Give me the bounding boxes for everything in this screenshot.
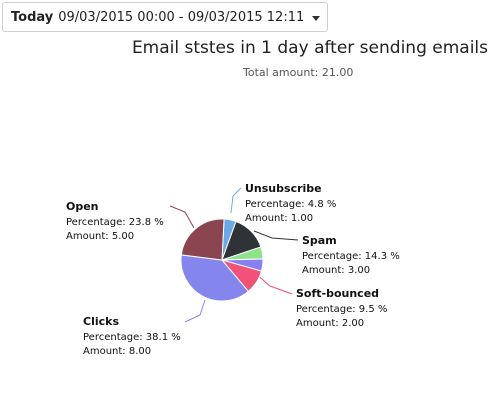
period-label: Today <box>11 9 54 25</box>
open-slice[interactable] <box>180 218 225 261</box>
date-range-dropdown[interactable]: Today 09/03/2015 00:00 - 09/03/2015 12:1… <box>2 2 329 32</box>
unsubscribe-label: Unsubscribe Percentage: 4.8 % Amount: 1.00 <box>245 182 336 224</box>
spam-connector-line <box>253 230 299 241</box>
slice-percentage-text: Percentage: 38.1 % <box>83 332 181 343</box>
chart-subtitle: Total amount: 21.00 <box>243 66 354 79</box>
slice-amount-text: Amount: 8.00 <box>83 346 151 357</box>
slice-amount-text: Amount: 2.00 <box>296 318 364 329</box>
caret-down-icon <box>312 15 321 21</box>
slice-name-text: Soft-bounced <box>296 287 379 300</box>
unsubscribe-connector-line <box>230 187 242 214</box>
clicks-label: Clicks Percentage: 38.1 % Amount: 8.00 <box>83 315 181 357</box>
slice-name-text: Spam <box>302 234 337 247</box>
slice-percentage-text: Percentage: 23.8 % <box>66 217 164 228</box>
open-connector-line <box>169 205 195 229</box>
slice-name-text: Open <box>66 200 99 213</box>
soft-bounced-label: Soft-bounced Percentage: 9.5 % Amount: 2.0… <box>296 287 387 329</box>
open-label: Open Percentage: 23.8 % Amount: 5.00 <box>66 200 164 242</box>
spam-label: Spam Percentage: 14.3 % Amount: 3.00 <box>302 234 400 276</box>
date-range-text: 09/03/2015 00:00 - 09/03/2015 12:11 <box>58 9 305 25</box>
slice-percentage-text: Percentage: 4.8 % <box>245 199 336 210</box>
soft-bounced-connector-line <box>254 272 293 295</box>
slice-amount-text: Amount: 3.00 <box>302 265 370 276</box>
slice-name-text: Clicks <box>83 315 119 328</box>
slice-percentage-text: Percentage: 9.5 % <box>296 304 387 315</box>
clicks-connector-line <box>184 299 206 323</box>
slice-name-text: Unsubscribe <box>245 182 322 195</box>
clicks-slice[interactable] <box>180 254 250 302</box>
chart-title: Email ststes in 1 day after sending emai… <box>131 38 488 58</box>
slice-percentage-text: Percentage: 14.3 % <box>302 251 400 262</box>
slice-amount-text: Amount: 5.00 <box>66 231 134 242</box>
slice-amount-text: Amount: 1.00 <box>245 213 313 224</box>
